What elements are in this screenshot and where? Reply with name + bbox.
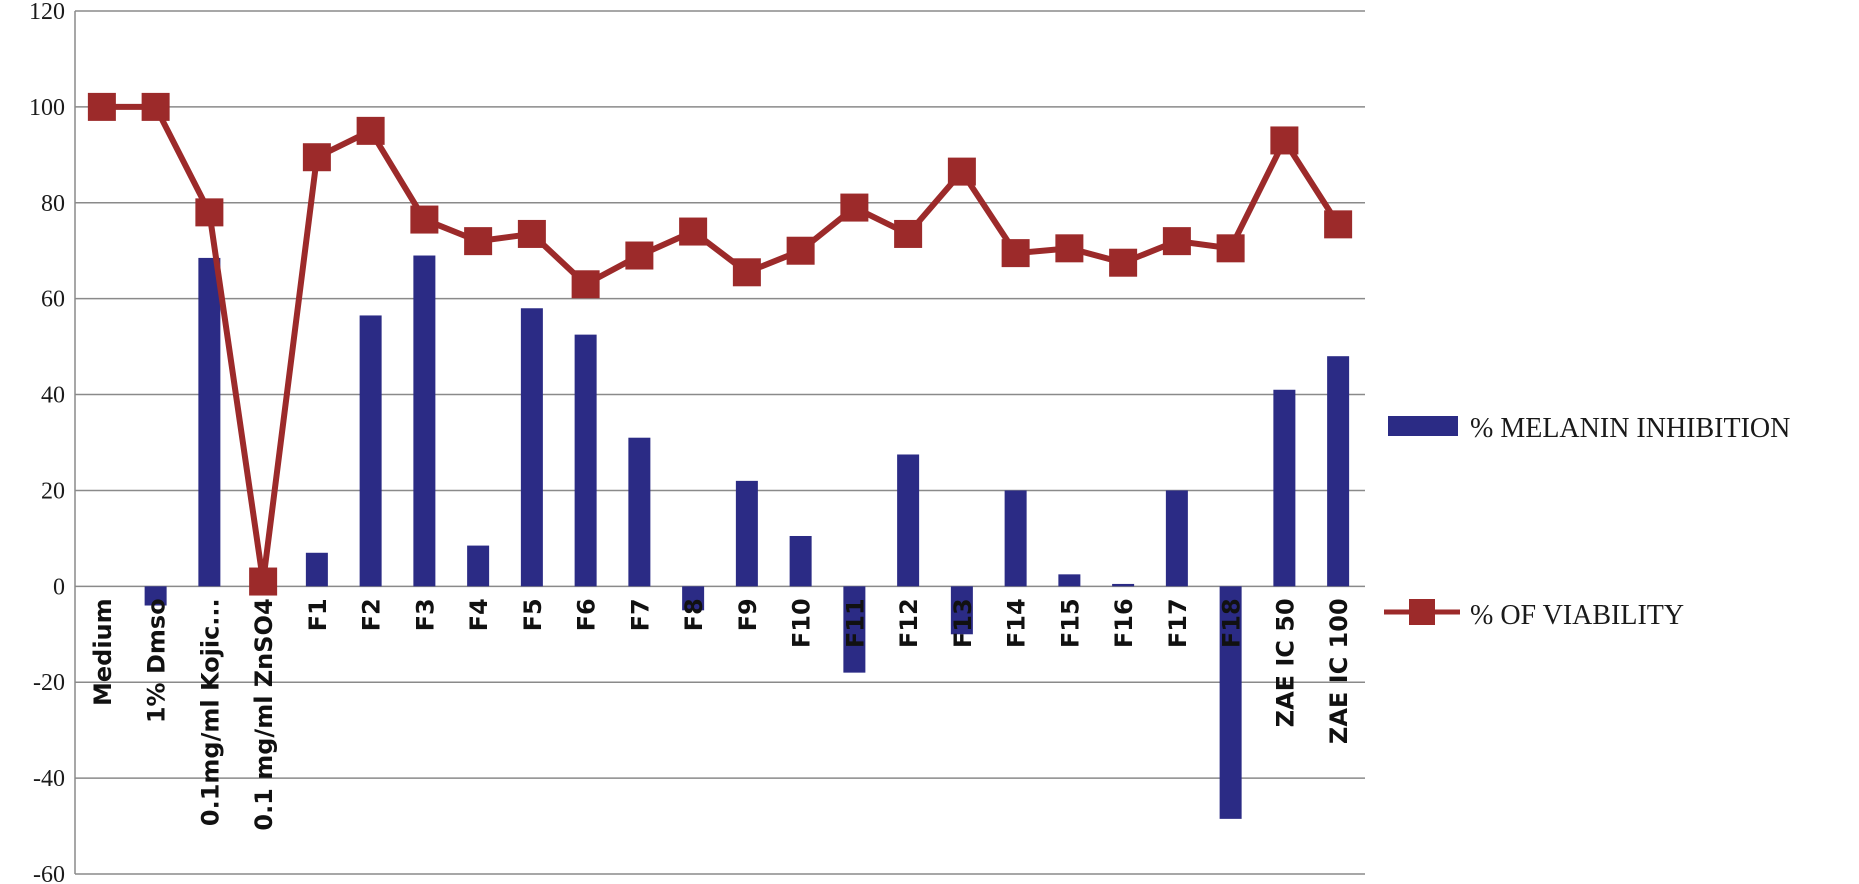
x-tick-label: F13: [949, 598, 977, 648]
melanin-bar: [198, 257, 221, 587]
legend-swatch-melanin: [1388, 416, 1458, 436]
x-tick-label: F3: [411, 598, 439, 631]
x-tick-label: ZAE IC 50: [1271, 598, 1299, 727]
viability-marker: [249, 567, 278, 596]
x-tick-label: Medium: [89, 598, 117, 706]
viability-line: [87, 92, 1353, 596]
viability-line-path: [101, 103, 1341, 585]
viability-marker: [464, 227, 493, 256]
melanin-bar: [735, 480, 758, 587]
melanin-bar: [789, 535, 812, 587]
y-tick-label: 60: [41, 287, 65, 313]
y-tick-label: -40: [33, 766, 65, 792]
viability-marker: [1270, 126, 1299, 155]
viability-marker: [571, 270, 600, 299]
viability-marker: [195, 198, 224, 227]
x-tick-label: F6: [573, 598, 601, 631]
viability-marker: [410, 205, 439, 234]
melanin-bar: [950, 586, 973, 635]
viability-marker: [356, 116, 385, 145]
y-tick-label: -60: [33, 862, 65, 884]
x-tick-label: 0.1mg/ml Kojic...: [196, 598, 224, 826]
x-tick-label: F9: [734, 598, 762, 631]
x-tick-label: F4: [465, 598, 493, 631]
viability-marker: [1162, 227, 1191, 256]
melanin-bar: [1058, 574, 1081, 587]
x-tick-label: F5: [519, 598, 547, 631]
x-tick-label: F8: [680, 598, 708, 631]
viability-marker: [1324, 210, 1353, 239]
viability-marker: [947, 157, 976, 186]
viability-marker: [1001, 239, 1030, 268]
melanin-bar: [413, 255, 436, 587]
x-tick-label: F2: [358, 598, 386, 631]
y-tick-label: 120: [29, 0, 65, 25]
y-tick-label: 80: [41, 191, 65, 217]
viability-marker: [87, 92, 116, 121]
melanin-bar: [628, 437, 651, 587]
viability-marker: [1055, 234, 1084, 263]
melanin-bar: [1004, 490, 1027, 587]
melanin-bar: [467, 545, 490, 587]
x-tick-label: F12: [895, 598, 923, 648]
viability-marker: [1216, 234, 1245, 263]
melanin-bar: [843, 586, 866, 673]
x-tick-label: F17: [1164, 598, 1192, 648]
melanin-bar: [574, 334, 597, 587]
y-axis-tick-labels: -60 -40 -20 0 20 40 60 80 100 120: [29, 0, 65, 884]
melanin-bar: [682, 586, 705, 611]
x-tick-label: F14: [1003, 598, 1031, 648]
viability-marker: [786, 236, 815, 265]
viability-marker: [679, 217, 708, 246]
legend-label-melanin: % MELANIN INHIBITION: [1470, 413, 1790, 444]
melanin-bar: [1219, 586, 1242, 819]
x-tick-label: F10: [788, 598, 816, 648]
viability-marker: [625, 241, 654, 270]
x-tick-label: F18: [1218, 598, 1246, 648]
viability-marker: [141, 92, 170, 121]
x-tick-label: F1: [304, 598, 332, 631]
viability-marker: [517, 219, 546, 248]
x-tick-label: F15: [1056, 598, 1084, 648]
legend-label-viability: % OF VIABILITY: [1470, 600, 1684, 631]
x-tick-label: F11: [841, 598, 869, 648]
x-tick-label: 0.1 mg/ml ZnSO4: [250, 598, 278, 830]
melanin-bar: [897, 454, 920, 587]
y-tick-label: -20: [33, 670, 65, 696]
x-tick-label: 1% Dmso: [143, 598, 171, 723]
y-tick-label: 0: [53, 574, 65, 600]
viability-marker: [732, 258, 761, 287]
melanin-bar: [305, 552, 328, 587]
viability-marker: [840, 193, 869, 222]
x-axis-category-labels: Medium 1% Dmso 0.1mg/ml Kojic... 0.1 mg/ml …: [89, 598, 1353, 830]
viability-marker: [1109, 248, 1138, 277]
y-tick-label: 40: [41, 383, 65, 409]
gridlines: [74, 10, 1365, 875]
melanin-bar: [1112, 583, 1135, 587]
x-tick-label: F7: [626, 598, 654, 631]
melanin-bars: [144, 255, 1350, 819]
x-tick-label: ZAE IC 100: [1325, 598, 1353, 744]
legend: % MELANIN INHIBITION % OF VIABILITY: [1384, 413, 1790, 631]
melanin-bar: [520, 308, 543, 587]
legend-marker-viability: [1409, 599, 1435, 625]
y-tick-label: 100: [29, 95, 65, 121]
melanin-bar: [1165, 490, 1188, 587]
y-tick-label: 20: [41, 478, 65, 504]
melanin-bar: [1327, 356, 1350, 587]
melanin-bar: [1273, 389, 1296, 587]
melanin-bar: [359, 315, 382, 587]
viability-marker: [894, 219, 923, 248]
x-tick-label: F16: [1110, 598, 1138, 648]
melanin-bar: [144, 586, 167, 606]
viability-marker: [302, 143, 331, 172]
